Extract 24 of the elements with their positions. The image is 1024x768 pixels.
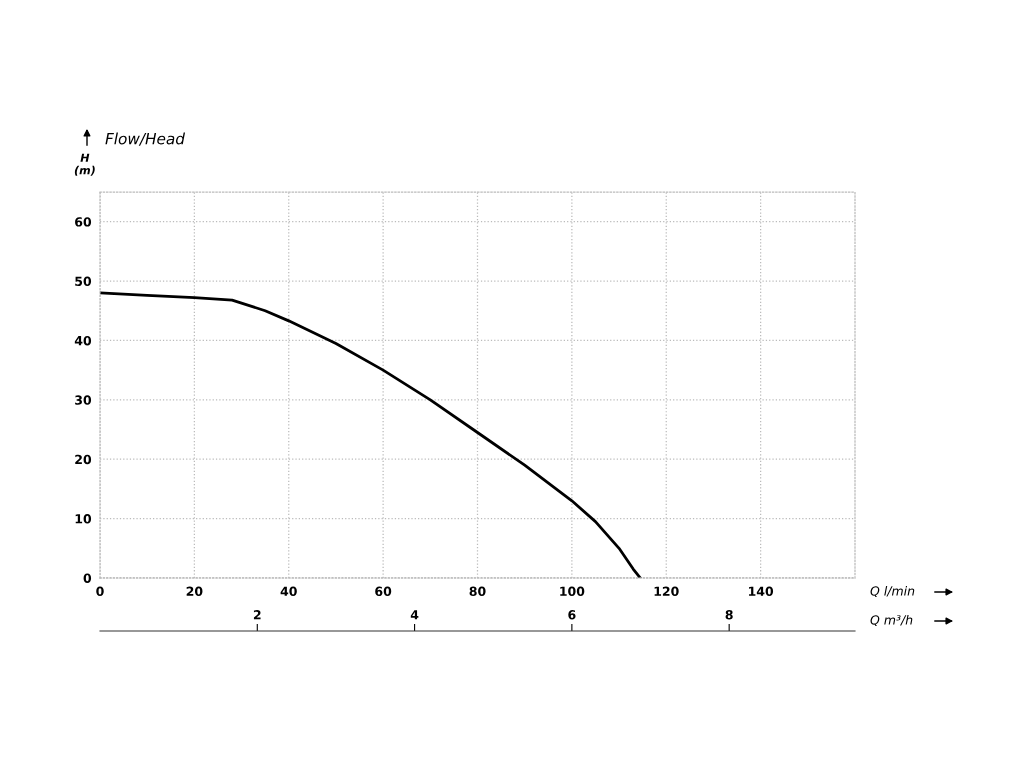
y-tick-label: 50: [75, 276, 92, 286]
y-axis-title: H (m): [74, 153, 95, 176]
x-tick-label: 0: [96, 586, 104, 597]
x-tick-label: 80: [469, 586, 486, 597]
y-tick-label: 40: [74, 335, 92, 346]
x-tick-label: 140: [748, 586, 774, 597]
y-tick-label: 20: [75, 454, 92, 465]
x-tick-label: 20: [186, 586, 203, 597]
y-tick-label: 0: [83, 573, 92, 583]
x2-tick-label: 2: [253, 610, 261, 620]
x-axis-title: Q l/min: [870, 585, 915, 598]
line-series: [100, 291, 642, 578]
chart-title: Flow/Head: [105, 132, 186, 146]
x2-tick-label: 8: [725, 610, 733, 620]
x2-tick-label: 4: [410, 610, 419, 620]
y-tick-label: 30: [75, 395, 92, 405]
x-tick-label: 100: [560, 586, 585, 597]
y-tick-label: 10: [75, 514, 92, 524]
y-tick-label: 60: [75, 217, 92, 227]
x-tick-label: 120: [654, 586, 679, 597]
x2-axis-title: Q m³/h: [870, 614, 913, 627]
x-tick-label: 60: [375, 586, 392, 597]
x-tick-label: 40: [280, 586, 297, 597]
x2-tick-label: 6: [568, 610, 576, 620]
